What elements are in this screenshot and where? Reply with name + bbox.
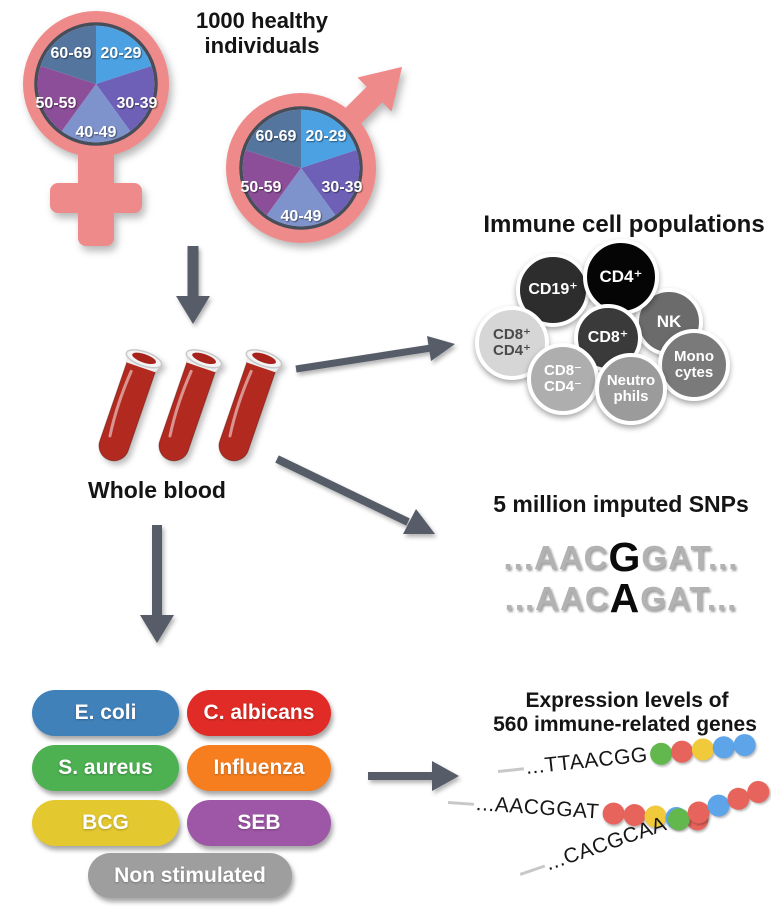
pie-slice-50-59 [37, 66, 96, 132]
stimulus-label: Non stimulated [114, 863, 266, 887]
pie-label-60-69: 60-69 [51, 45, 92, 62]
pie-slice-20-29 [96, 25, 152, 84]
female-cross-horizontal [50, 183, 142, 213]
blood-tube-icon [98, 349, 163, 462]
cell-circle-cd4: CD4⁺ [583, 239, 659, 315]
cell-label: Neutro [606, 372, 656, 390]
stimulus-pill-influenza: Influenza [187, 745, 331, 791]
arrow-stimuli-to-expression-icon [368, 761, 459, 791]
flow-arrows [140, 246, 459, 791]
snp-seq-pre: ...AAC [503, 539, 609, 576]
expression-title-line2: 560 immune-related genes [493, 713, 757, 736]
whole-blood-label: Whole blood [88, 477, 226, 503]
pie-label-40-49: 40-49 [281, 208, 322, 225]
pie-slice-40-49 [266, 168, 336, 227]
cell-label: CD4⁺ [599, 266, 643, 286]
pie-label-40-49: 40-49 [76, 124, 117, 141]
cell-label: CD8⁻ [544, 362, 582, 380]
expression-dot [733, 732, 758, 758]
dna-strand-line [519, 864, 546, 876]
expression-dot [712, 735, 737, 760]
cell-circle-cd8neg-cd4neg: CD8⁻ CD4⁻ [527, 343, 599, 415]
male-symbol-icon: 20-29 30-39 40-49 50-59 60-69 [226, 66, 403, 243]
pie-slice-40-49 [61, 84, 131, 143]
stimulus-pill-calbicans: C. albicans [187, 690, 331, 736]
pie-slice-50-59 [242, 150, 301, 216]
female-age-pie-chart [37, 25, 155, 143]
stimulus-label: C. albicans [203, 701, 315, 724]
cell-label: CD19⁺ [528, 280, 578, 298]
stimulus-label: Influenza [213, 756, 305, 779]
pie-slice-60-69 [40, 25, 96, 84]
immune-populations-title: Immune cell populations [483, 211, 765, 238]
pie-label-30-39: 30-39 [117, 95, 158, 112]
snp-variant-allele: A [609, 575, 641, 621]
male-age-pie-chart [242, 109, 360, 227]
snp-seq-post: GAT... [641, 539, 739, 576]
expression-title-line1: Expression levels of [525, 689, 729, 712]
arrow-blood-to-snps-icon [275, 455, 435, 534]
header-title-line1: 1000 healthy [195, 8, 329, 33]
pie-slice-30-39 [301, 150, 360, 216]
expression-dot [649, 741, 674, 766]
arrow-pies-to-blood-icon [176, 246, 210, 324]
snp-seq-pre: ...AAC [504, 580, 610, 617]
pie-label-20-29: 20-29 [101, 45, 142, 62]
pie-label-50-59: 50-59 [36, 95, 77, 112]
expression-dot [670, 739, 695, 764]
stimulus-pill-ecoli: E. coli [32, 690, 179, 736]
pie-label-20-29: 20-29 [306, 128, 347, 145]
pie-slice-30-39 [96, 66, 155, 132]
arrow-blood-to-cells-icon [295, 336, 455, 373]
blood-tube-icon [158, 349, 223, 462]
dna-strand-line [497, 766, 525, 773]
stimulus-pill-saureus: S. aureus [32, 745, 179, 791]
pie-label-60-69: 60-69 [256, 128, 297, 145]
dna-strand-line [447, 800, 475, 806]
pie-label-50-59: 50-59 [241, 179, 282, 196]
arrow-blood-to-stimuli-icon [140, 525, 174, 643]
pie-slice-60-69 [245, 109, 301, 168]
pie-slice-20-29 [301, 109, 357, 168]
cell-circle-neutrophils: Neutro phils [595, 353, 667, 425]
female-symbol-icon: 20-29 30-39 40-49 50-59 60-69 [23, 11, 169, 246]
cell-label: CD8⁺ [493, 326, 531, 344]
expression-dot [601, 801, 625, 826]
stimulus-label: S. aureus [58, 756, 153, 779]
cell-label: CD8⁺ [587, 328, 629, 346]
cell-label: NK [656, 311, 682, 331]
stimulus-pill-seb: SEB [187, 800, 331, 846]
expression-dot [691, 737, 716, 762]
cell-label: CD4⁻ [544, 378, 582, 395]
snp-sequence-2: ...AACAGAT... [505, 575, 738, 622]
snp-seq-post: GAT... [640, 580, 738, 617]
cell-circle-cd8pos-cd4pos: CD8⁺ CD4⁺ [475, 306, 549, 380]
cell-circle-monocytes: Mono cytes [658, 329, 730, 401]
cell-label: cytes [674, 364, 714, 381]
stimulus-label: BCG [82, 811, 129, 834]
header-title-line2: individuals [204, 33, 320, 58]
snp-variant-allele: G [608, 534, 642, 580]
stimulus-pill-bcg: BCG [32, 800, 179, 846]
snp-sequence-1: ...AACGGAT... [504, 534, 739, 581]
cell-label: CD4⁺ [493, 342, 531, 359]
pie-label-30-39: 30-39 [322, 179, 363, 196]
stimulus-pill-nonstimulated: Non stimulated [88, 853, 292, 898]
stimulus-label: SEB [237, 811, 281, 834]
stimulus-label: E. coli [74, 701, 137, 724]
snp-title: 5 million imputed SNPs [493, 491, 749, 517]
cell-label: phils [613, 388, 649, 405]
blood-tubes-icon [98, 349, 283, 462]
cell-label: Mono [674, 348, 714, 366]
blood-tube-icon [218, 349, 283, 462]
